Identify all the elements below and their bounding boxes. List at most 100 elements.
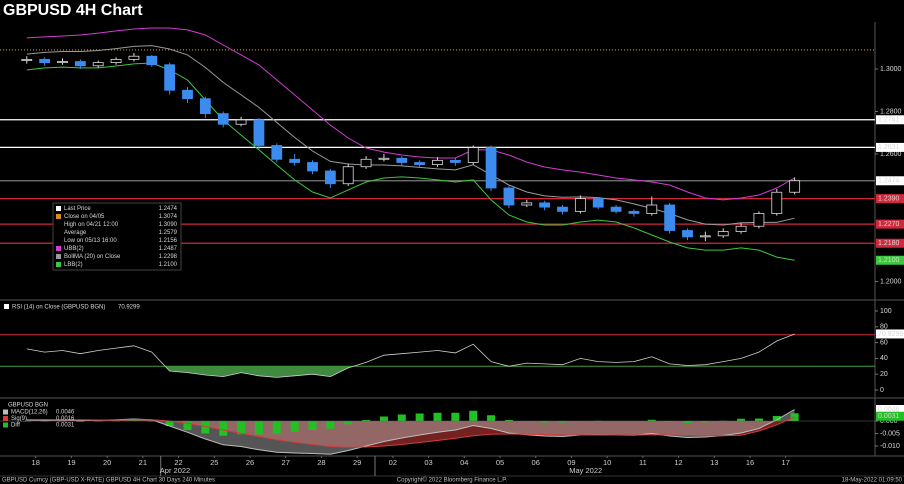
legend-value: 1.2298 [159, 254, 178, 260]
x-tick-label: 26 [246, 458, 254, 467]
level-label-box [876, 194, 904, 204]
x-tick-label: 09 [567, 458, 575, 467]
diff-bar [469, 410, 478, 421]
x-tick-label: 04 [460, 458, 468, 467]
rsi-value-label: 70.9299 [878, 331, 903, 338]
panel-value: 70.9299 [118, 305, 140, 311]
candle-body [92, 62, 104, 67]
candle-body [449, 159, 461, 163]
y-tick-label: 40 [880, 355, 888, 362]
diff-bar [701, 421, 710, 423]
x-tick-label: 29 [353, 458, 361, 467]
x-tick-label: 11 [639, 458, 647, 467]
legend-swatch [56, 206, 61, 211]
legend-swatch [56, 262, 61, 267]
diff-bar [344, 421, 353, 425]
legend-label: Low on 05/13 16:00 [64, 238, 117, 244]
macd-area [26, 417, 795, 448]
level-label: 1.2761 [878, 117, 900, 124]
y-tick-label: 0.000 [880, 418, 898, 425]
footer-center: Copyright© 2022 Bloomberg Finance L.P. [397, 477, 508, 484]
legend-value: 0.0016 [56, 416, 75, 422]
level-label: 1.2100 [878, 257, 900, 264]
legend-label: LBB(2) [64, 262, 83, 268]
level-label-box [876, 176, 904, 186]
diff-bar [683, 421, 692, 423]
diff-bar [647, 419, 656, 421]
legend-value: 1.2487 [159, 246, 178, 252]
candle-body [432, 159, 443, 166]
oversold-fill [26, 366, 795, 378]
x-tick-label: 10 [603, 458, 611, 467]
candle-body [414, 162, 426, 166]
macd-line [26, 416, 795, 448]
footer-left: GBPUSD Curncy (GBP-USD X-RATE) GBPUSD 4H… [2, 478, 215, 484]
candle-body [342, 166, 354, 185]
candle-body [217, 113, 229, 125]
legend-label: UBB(2) [64, 246, 84, 252]
x-tick-label: 27 [282, 458, 290, 467]
legend-value: 1.2156 [159, 238, 178, 244]
level-label-box [876, 115, 904, 125]
candle-body [324, 170, 336, 185]
candle-body [235, 119, 247, 125]
legend-swatch [4, 304, 9, 309]
candle-body [289, 158, 301, 163]
x-tick-label: 16 [746, 458, 754, 467]
legend-value: 0.0046 [56, 410, 75, 416]
legend-value: 1.2100 [159, 262, 178, 268]
x-tick-label: 03 [424, 458, 432, 467]
diff-bar [772, 416, 781, 421]
diff-bar [76, 421, 85, 422]
diff-bar [451, 412, 460, 421]
legend-value: 1.2579 [159, 230, 178, 236]
legend-value: 0.0031 [56, 423, 75, 429]
y-tick-label: 20 [880, 371, 888, 378]
x-tick-label: 21 [139, 458, 147, 467]
candle-body [271, 145, 283, 160]
candle-body [735, 225, 747, 232]
level-label: 1.2180 [878, 240, 900, 247]
x-tick-label: 19 [67, 458, 75, 467]
candle-body [485, 147, 497, 189]
candle-body [521, 202, 533, 206]
diff-bar [397, 414, 406, 421]
diff-bar [290, 421, 299, 432]
x-tick-label: 18 [32, 458, 40, 467]
candle-body [771, 191, 783, 214]
chart-title: GBPUSD 4H Chart [3, 2, 143, 19]
candle-body [21, 59, 33, 61]
legend-label: Last Price [64, 206, 91, 212]
candle-body [610, 206, 622, 212]
month-label: May 2022 [569, 466, 602, 475]
footer-right: 18-May-2022 01:09:50 [842, 478, 903, 484]
macd-value-label-box [876, 405, 904, 414]
candle-body [503, 187, 515, 206]
candle-body [628, 210, 640, 214]
level-label-box [876, 238, 904, 248]
diff-bar [487, 415, 496, 421]
diff-bar [540, 421, 549, 423]
legend-swatch [3, 416, 8, 421]
macd-value-label: 0.0046 [878, 406, 900, 413]
diff-bar [558, 421, 567, 423]
y-tick-label: -0.010 [880, 443, 900, 450]
diff-bar [237, 421, 246, 435]
candle-body [182, 89, 193, 100]
diff-bar [433, 412, 442, 421]
diff-bar [183, 421, 192, 430]
x-tick-label: 28 [317, 458, 325, 467]
candle-body [360, 158, 372, 168]
diff-bar [379, 416, 388, 421]
candle-body [592, 198, 604, 208]
legend-swatch [56, 254, 61, 259]
diff-value-label: 0.0031 [878, 413, 900, 420]
x-tick-label: 17 [782, 458, 790, 467]
candle-body [74, 61, 86, 67]
candle-body [789, 180, 801, 193]
legend-swatch [3, 409, 8, 415]
candle-body [682, 230, 693, 238]
diff-bar [165, 421, 174, 426]
y-tick-label: 1.2600 [880, 151, 902, 158]
candle-body [39, 59, 51, 63]
